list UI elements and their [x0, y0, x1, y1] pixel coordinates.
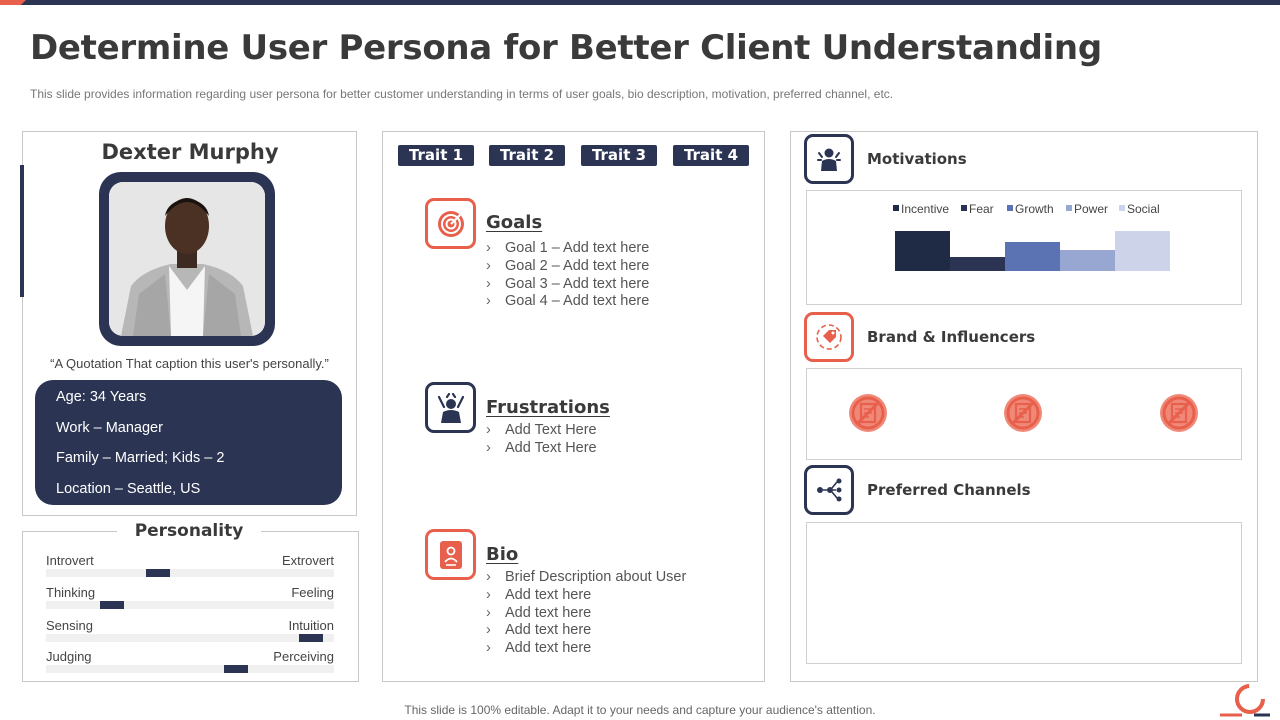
- legend-label: Fear: [969, 202, 994, 216]
- legend-label: Power: [1074, 202, 1108, 216]
- slide-subtitle: This slide provides information regardin…: [30, 87, 894, 101]
- id-card-icon: [425, 529, 476, 580]
- motivation-person-icon: [804, 134, 854, 184]
- legend-swatch: [961, 205, 967, 211]
- left-accent-bar: [20, 165, 24, 297]
- legend-label: Growth: [1015, 202, 1054, 216]
- trait-3-button[interactable]: Trait 3: [581, 145, 657, 166]
- motivation-bar: [895, 231, 950, 271]
- trait-right-label: Perceiving: [273, 649, 334, 664]
- info-location: Location – Seattle, US: [56, 480, 201, 497]
- personality-trait-row: Introvert Extrovert: [46, 553, 334, 583]
- trait-right-label: Feeling: [291, 585, 334, 600]
- trait-slider-track: [46, 569, 334, 577]
- frustrated-person-icon: [425, 382, 476, 433]
- trait-right-label: Intuition: [288, 618, 334, 633]
- legend-swatch: [893, 205, 899, 211]
- bio-item: Add text here: [486, 640, 686, 658]
- photo-frame: [99, 172, 275, 346]
- slide-title: Determine User Persona for Better Client…: [30, 28, 1102, 68]
- persona-name: Dexter Murphy: [101, 140, 279, 164]
- trait-slider-track: [46, 601, 334, 609]
- personality-trait-row: Sensing Intuition: [46, 618, 334, 648]
- trait-slider-track: [46, 634, 334, 642]
- motivation-bar: [950, 257, 1005, 271]
- trait-slider-knob[interactable]: [299, 634, 323, 642]
- persona-photo: [109, 182, 265, 336]
- bio-heading: Bio: [486, 544, 519, 565]
- trait-left-label: Sensing: [46, 618, 93, 633]
- legend-label: Social: [1127, 202, 1160, 216]
- bio-item: Brief Description about User: [486, 569, 686, 587]
- frustration-item: Add Text Here: [486, 422, 597, 440]
- motivation-bar: [1005, 242, 1060, 271]
- brand-tag-icon: [804, 312, 854, 362]
- bio-item: Add text here: [486, 587, 686, 605]
- goal-item: Goal 4 – Add text here: [486, 293, 649, 311]
- frustrations-list: Add Text Here Add Text Here: [486, 422, 597, 458]
- persona-info-box: Age: 34 Years Work – Manager Family – Ma…: [35, 380, 342, 505]
- goal-item: Goal 1 – Add text here: [486, 240, 649, 258]
- legend-swatch: [1119, 205, 1125, 211]
- brand-logo-icon: [848, 393, 888, 433]
- goals-heading: Goals: [486, 212, 543, 233]
- trait-2-button[interactable]: Trait 2: [489, 145, 565, 166]
- motivation-bar: [1060, 250, 1115, 271]
- info-family: Family – Married; Kids – 2: [56, 450, 225, 466]
- top-bar: [0, 0, 1280, 5]
- motivation-bar: [1115, 231, 1170, 271]
- legend-label: Incentive: [901, 202, 949, 216]
- trait-1-button[interactable]: Trait 1: [398, 145, 474, 166]
- trait-slider-knob[interactable]: [146, 569, 170, 577]
- channels-chart-box: [806, 522, 1242, 664]
- frustrations-heading: Frustrations: [486, 397, 610, 418]
- goal-item: Goal 2 – Add text here: [486, 258, 649, 276]
- brand-logo-icon: [1003, 393, 1043, 433]
- motivations-heading: Motivations: [867, 150, 967, 168]
- personality-title: Personality: [117, 521, 261, 541]
- legend-swatch: [1007, 205, 1013, 211]
- bio-item: Add text here: [486, 622, 686, 640]
- top-accent: [0, 0, 26, 5]
- brand-influencers-heading: Brand & Influencers: [867, 328, 1036, 346]
- goal-item: Goal 3 – Add text here: [486, 276, 649, 294]
- target-icon: [425, 198, 476, 249]
- trait-slider-knob[interactable]: [100, 601, 124, 609]
- personality-trait-row: Thinking Feeling: [46, 585, 334, 615]
- preferred-channels-heading: Preferred Channels: [867, 481, 1031, 499]
- slide-footer: This slide is 100% editable. Adapt it to…: [404, 703, 876, 717]
- trait-left-label: Thinking: [46, 585, 96, 600]
- personality-trait-row: Judging Perceiving: [46, 649, 334, 679]
- trait-left-label: Introvert: [46, 553, 94, 568]
- frustration-item: Add Text Here: [486, 440, 597, 458]
- goals-list: Goal 1 – Add text here Goal 2 – Add text…: [486, 240, 649, 311]
- info-age: Age: 34 Years: [56, 389, 147, 405]
- trait-4-button[interactable]: Trait 4: [673, 145, 749, 166]
- bio-item: Add text here: [486, 605, 686, 623]
- trait-slider-track: [46, 665, 334, 673]
- brand-logo-icon: [1159, 393, 1199, 433]
- trait-slider-knob[interactable]: [224, 665, 248, 673]
- trait-left-label: Judging: [46, 649, 92, 664]
- info-work: Work – Manager: [56, 419, 163, 436]
- persona-quote: “A Quotation That caption this user's pe…: [50, 356, 329, 371]
- channels-network-icon: [804, 465, 854, 515]
- bio-list: Brief Description about User Add text he…: [486, 569, 686, 658]
- brand-logo-mark: [1220, 684, 1270, 717]
- trait-right-label: Extrovert: [281, 553, 334, 568]
- legend-swatch: [1066, 205, 1072, 211]
